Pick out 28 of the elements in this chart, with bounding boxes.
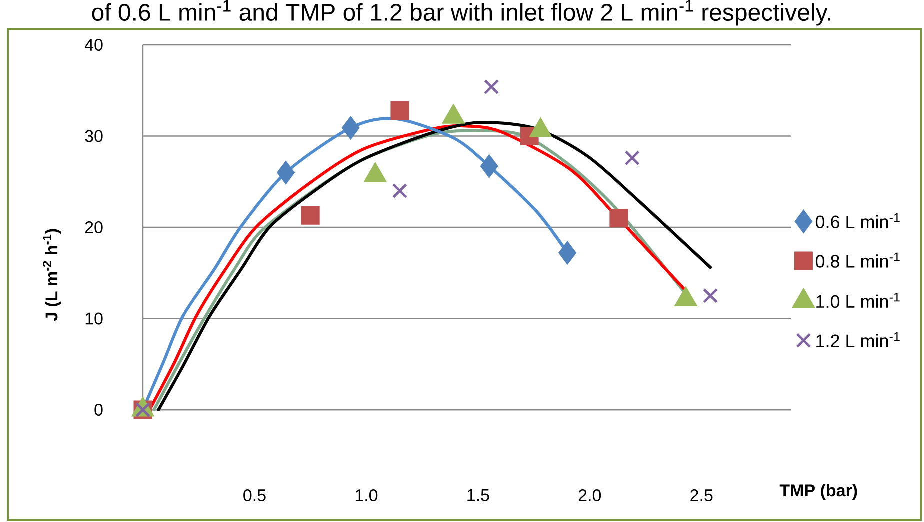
y-tick-label: 40 xyxy=(84,38,103,52)
point xyxy=(484,79,500,95)
y-tick-label: 0 xyxy=(94,404,103,416)
x-tick-label: 2.5 xyxy=(690,490,713,502)
legend-label: 0.8 L min$^{-1}$ xyxy=(816,252,900,268)
point xyxy=(480,155,498,178)
x-axis-title: TMP (bar) xyxy=(780,484,858,500)
point xyxy=(624,150,640,166)
text: of 0.6 L min$^{-1}$ and TMP of 1.2 bar with inlet flow 2 L min$^{-1}$ respectively. xyxy=(92,0,831,26)
point xyxy=(392,183,408,199)
legend-label: 0.6 L min$^{-1}$ xyxy=(816,213,900,229)
point xyxy=(301,206,320,225)
x-tick-label: 2.0 xyxy=(578,490,602,502)
point xyxy=(558,242,576,264)
y-tick-label: 30 xyxy=(85,130,103,142)
y-tick-label: 20 xyxy=(85,221,103,234)
y-axis-title: J (L m$^{-2}$ h$^{-1}$) xyxy=(42,229,62,322)
point xyxy=(342,116,360,140)
legend-label: 1.0 L min$^{-1}$ xyxy=(816,293,900,308)
point xyxy=(610,209,628,228)
x-tick-label: 0.5 xyxy=(244,490,266,502)
point xyxy=(277,161,295,184)
point xyxy=(390,101,410,120)
x-tick-label: 1.5 xyxy=(468,490,490,502)
x-tick-label: 1.0 xyxy=(356,490,378,502)
point xyxy=(702,288,718,304)
y-tick-label: 10 xyxy=(86,312,103,325)
legend-label: 1.2 L min$^{-1}$ xyxy=(816,332,900,348)
